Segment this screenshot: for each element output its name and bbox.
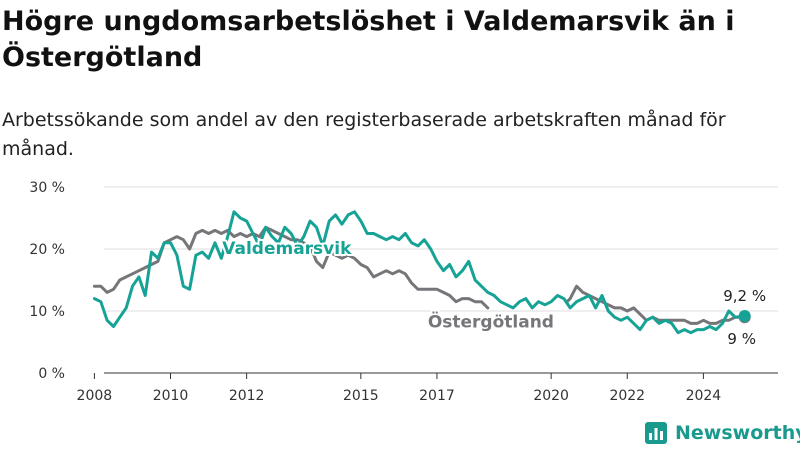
series-line-valdemarsvik bbox=[92, 210, 747, 335]
series-label-ostergotland: Östergötland bbox=[428, 311, 554, 333]
series-label-valdemarsvik: Valdemarsvik bbox=[222, 239, 352, 259]
brand-name: Newsworthy bbox=[675, 422, 800, 444]
end-label-ostergotland: 9 % bbox=[727, 330, 756, 348]
x-tick-label: 2017 bbox=[419, 388, 455, 404]
x-tick-label: 2015 bbox=[343, 388, 379, 404]
label-layer: Valdemarsvik Östergötland 9,2 % 9 % bbox=[220, 237, 766, 348]
x-tick-label: 2008 bbox=[77, 388, 113, 404]
brand-logo: Newsworthy bbox=[645, 420, 800, 446]
y-axis: 0 % 10 % 20 % 30 % bbox=[29, 180, 65, 382]
x-tick-label: 2022 bbox=[609, 388, 645, 404]
bar-chart-icon bbox=[645, 422, 667, 444]
series-layer bbox=[92, 210, 751, 335]
x-tick-label: 2010 bbox=[153, 388, 189, 404]
x-tick-label: 2020 bbox=[533, 388, 569, 404]
series-end-point bbox=[738, 309, 751, 322]
x-tick-label: 2024 bbox=[686, 388, 722, 404]
grid-layer bbox=[104, 186, 778, 374]
line-chart: 0 % 10 % 20 % 30 % 2008 2010 2012 2015 2017 2020… bbox=[29, 180, 778, 404]
y-tick-label: 0 % bbox=[38, 366, 65, 382]
x-tick-label: 2012 bbox=[229, 388, 265, 404]
chart-title: Högre ungdomsarbetslöshet i Valdemarsvik… bbox=[2, 6, 735, 73]
end-label-valdemarsvik: 9,2 % bbox=[723, 287, 766, 305]
x-axis: 2008 2010 2012 2015 2017 2020 2022 2024 bbox=[77, 373, 722, 404]
y-tick-label: 20 % bbox=[29, 242, 65, 258]
y-tick-label: 10 % bbox=[29, 304, 65, 320]
chart-subtitle: Arbetssökande som andel av den registerb… bbox=[2, 109, 726, 160]
y-tick-label: 30 % bbox=[29, 180, 65, 196]
